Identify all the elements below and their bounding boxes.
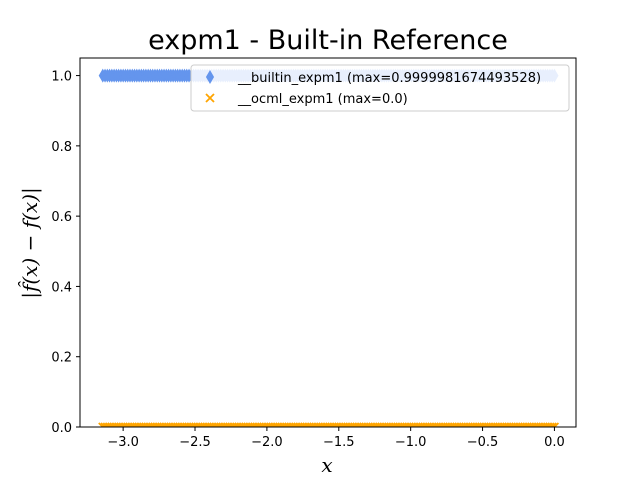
x-tick-label: 0.0 (544, 435, 565, 450)
x-tick-label: −1.0 (395, 435, 427, 450)
x-axis-label: x (321, 453, 332, 477)
series-2 (98, 422, 560, 427)
chart-title: expm1 - Built-in Reference (148, 25, 508, 56)
legend-box (190, 64, 570, 112)
legend-label-1: __builtin_expm1 (max=0.9999981674493528) (237, 71, 541, 86)
x-tick-label: −3.0 (107, 435, 139, 450)
y-tick-label: 1.0 (51, 70, 72, 85)
x-tick-label: −2.0 (251, 435, 283, 450)
x-tick-label: −0.5 (467, 435, 499, 450)
y-tick-label: 0.8 (51, 140, 72, 155)
x-axis: −3.0 −2.5 −2.0 −1.5 −1.0 −0.5 0.0 (107, 427, 565, 450)
legend-marker-2 (205, 93, 215, 103)
legend-marker-1 (205, 70, 215, 84)
y-tick-label: 0.2 (51, 351, 72, 366)
series-2-point (549, 422, 560, 427)
series-2-point (547, 422, 557, 427)
x-tick-label: −1.5 (323, 435, 355, 450)
axes-frame (79, 57, 577, 428)
y-axis: 0.0 0.2 0.4 0.6 0.8 1.0 (51, 70, 80, 436)
x-tick-label: −2.5 (179, 435, 211, 450)
y-tick-label: 0.0 (51, 421, 72, 436)
legend: __builtin_expm1 (max=0.9999981674493528)… (190, 64, 570, 112)
legend-label-2: __ocml_expm1 (max=0.0) (237, 92, 408, 107)
y-tick-label: 0.6 (51, 210, 72, 225)
y-axis-label: |f̂(x) − f(x)| (18, 187, 43, 299)
y-tick-label: 0.4 (51, 280, 72, 295)
